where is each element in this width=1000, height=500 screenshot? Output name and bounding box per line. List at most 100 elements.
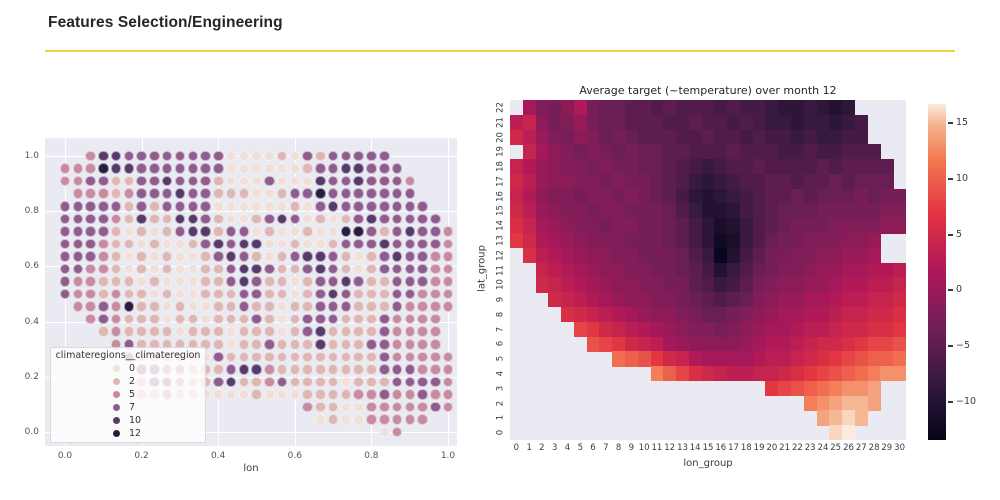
heatmap-cell (829, 218, 843, 234)
heatmap-cell (624, 203, 639, 219)
scatter-x-tick-label: 0.2 (134, 451, 149, 461)
scatter-data-point (59, 276, 71, 287)
scatter-data-point (85, 263, 96, 275)
scatter-data-point (379, 263, 390, 275)
scatter-data-point (404, 401, 415, 413)
heatmap-cell (586, 218, 600, 234)
heatmap-cell (752, 114, 766, 131)
heatmap-cell (739, 159, 754, 175)
heatmap-cell (561, 173, 575, 190)
heatmap-cell (854, 114, 869, 131)
heatmap-cell (650, 233, 664, 249)
scatter-data-point (225, 364, 237, 375)
heatmap-cell (829, 203, 843, 219)
heatmap-cell (688, 292, 703, 308)
heatmap-cell (561, 114, 575, 131)
scatter-data-point (251, 175, 262, 187)
heatmap-cell (854, 188, 869, 204)
heatmap-cell (739, 173, 754, 190)
scatter-data-point (187, 238, 198, 250)
heatmap-cell (612, 351, 626, 367)
heatmap-cell (714, 292, 728, 308)
heatmap-cell (880, 188, 894, 204)
heatmap-cell (676, 129, 690, 145)
heatmap-cell (535, 114, 549, 131)
scatter-data-point (289, 188, 301, 199)
heatmap-cell (663, 366, 677, 382)
heatmap-cell (727, 218, 741, 234)
scatter-data-point (302, 364, 313, 375)
scatter-data-point (238, 163, 249, 174)
heatmap-x-tick-label: 15 (702, 443, 714, 453)
scatter-data-point (59, 226, 71, 237)
scatter-data-point (213, 263, 224, 275)
scatter-data-point (276, 301, 288, 312)
scatter-data-point (353, 201, 364, 212)
scatter-data-point (315, 313, 326, 325)
scatter-data-point (110, 163, 122, 174)
scatter-data-point (289, 364, 301, 375)
heatmap-cell (599, 247, 613, 264)
heatmap-cell (624, 218, 639, 234)
heatmap-cell (599, 114, 613, 131)
heatmap-cell (765, 114, 779, 131)
heatmap-cell (561, 218, 575, 234)
heatmap-cell (842, 233, 856, 249)
heatmap-cell (842, 425, 856, 441)
scatter-data-point (366, 276, 377, 287)
scatter-data-point (404, 364, 415, 375)
heatmap-cell (522, 144, 537, 160)
scatter-data-point (85, 188, 96, 199)
heatmap-cell (650, 114, 664, 131)
scatter-data-point (327, 288, 339, 300)
heatmap-cell (701, 366, 715, 382)
colorbar-tick-mark (948, 401, 953, 403)
heatmap-cell (701, 262, 715, 278)
heatmap-cell (688, 218, 703, 234)
heatmap-cell (688, 144, 703, 160)
scatter-data-point (238, 364, 249, 375)
heatmap-cell (599, 129, 613, 145)
scatter-data-point (353, 213, 364, 224)
scatter-data-point (327, 313, 339, 325)
heatmap-cell (688, 100, 703, 116)
scatter-data-point (98, 263, 109, 275)
scatter-data-point (417, 376, 428, 388)
scatter-data-point (302, 213, 313, 224)
heatmap-cell (676, 366, 690, 382)
heatmap-cell (663, 351, 677, 367)
scatter-data-point (442, 351, 454, 362)
scatter-data-point (264, 301, 275, 312)
scatter-data-point (327, 251, 339, 262)
heatmap-y-tick-label: 0 (495, 429, 506, 436)
heatmap-y-axis-label: lat_group (476, 245, 488, 292)
scatter-data-point (174, 226, 186, 237)
heatmap-cell (676, 203, 690, 219)
heatmap-cell (586, 321, 600, 337)
heatmap-cell (637, 159, 651, 175)
heatmap-cell (727, 100, 741, 116)
scatter-data-point (302, 389, 313, 400)
heatmap-cell (510, 114, 524, 131)
scatter-data-point (404, 188, 415, 199)
heatmap-cell (701, 173, 715, 190)
heatmap-cell (548, 188, 562, 204)
scatter-data-point (238, 339, 249, 350)
scatter-data-point (98, 301, 109, 312)
scatter-data-point (289, 339, 301, 350)
colorbar-tick-mark (948, 177, 953, 180)
heatmap-cell (854, 203, 869, 219)
scatter-data-point (391, 276, 403, 287)
heatmap-cell (688, 262, 703, 278)
scatter-data-point (238, 389, 249, 400)
scatter-data-point (251, 351, 262, 362)
scatter-data-point (72, 263, 84, 275)
heatmap-cell (535, 144, 549, 160)
scatter-data-point (276, 351, 288, 362)
heatmap-cell (854, 351, 869, 367)
heatmap-cell (816, 233, 830, 249)
scatter-data-point (200, 263, 211, 275)
heatmap-cell (854, 173, 869, 190)
scatter-data-point (430, 251, 441, 262)
heatmap-y-tick-label: 6 (495, 341, 506, 347)
